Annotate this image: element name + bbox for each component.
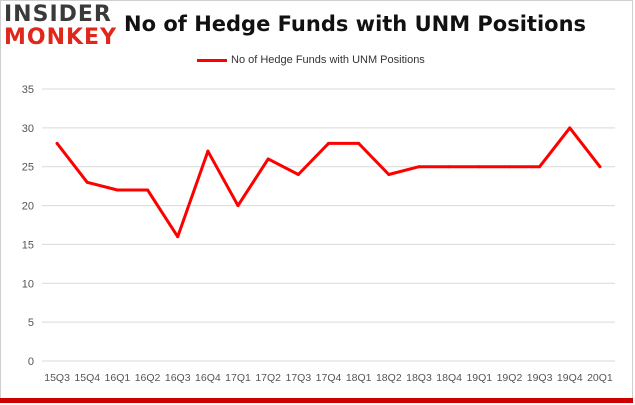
data-point	[538, 165, 542, 169]
legend-line-swatch	[197, 58, 227, 62]
chart-legend: No of Hedge Funds with UNM Positions	[197, 52, 425, 68]
data-point	[477, 165, 481, 169]
x-tick-label: 18Q2	[376, 372, 402, 384]
y-tick-label: 25	[22, 162, 34, 174]
x-tick-label: 18Q4	[436, 372, 462, 384]
logo-text-top: INSIDER	[4, 2, 112, 27]
y-tick-label: 20	[22, 201, 34, 213]
x-tick-label: 20Q1	[587, 372, 613, 384]
data-point	[55, 141, 59, 145]
data-point	[357, 141, 361, 145]
data-point	[236, 204, 240, 208]
data-point	[447, 165, 451, 169]
x-axis-tick-labels: 15Q3 15Q4 16Q1 16Q2 16Q3 16Q4 17Q1 17Q2 17Q3 17Q4…	[44, 372, 613, 384]
y-tick-label: 15	[22, 239, 34, 251]
x-tick-label: 17Q4	[316, 372, 342, 384]
x-tick-label: 19Q2	[497, 372, 523, 384]
x-tick-label: 16Q3	[165, 372, 191, 384]
x-tick-label: 15Q4	[74, 372, 100, 384]
y-tick-label: 5	[28, 317, 34, 329]
data-point	[327, 141, 330, 145]
x-tick-label: 15Q3	[44, 372, 70, 384]
x-tick-label: 18Q3	[406, 372, 432, 384]
data-point	[85, 180, 89, 184]
chart-title: No of Hedge Funds with UNM Positions	[124, 12, 587, 36]
data-point	[176, 235, 180, 239]
data-point	[296, 172, 300, 176]
x-tick-label: 19Q3	[527, 372, 553, 384]
data-point	[146, 188, 150, 192]
legend-label: No of Hedge Funds with UNM Positions	[231, 54, 425, 66]
gridlines	[42, 88, 615, 362]
x-tick-label: 19Q1	[466, 372, 492, 384]
y-axis-tick-labels: 0 5 10 15 20 25 30 35	[22, 84, 34, 368]
data-point	[598, 165, 602, 169]
data-point	[266, 157, 270, 161]
y-tick-label: 35	[22, 84, 34, 96]
y-tick-label: 30	[22, 123, 34, 135]
data-point	[417, 165, 421, 169]
data-point	[387, 172, 391, 176]
x-tick-label: 18Q1	[346, 372, 372, 384]
x-tick-label: 16Q1	[105, 372, 131, 384]
data-point	[507, 165, 511, 169]
x-tick-label: 16Q4	[195, 372, 221, 384]
insider-monkey-logo: INSIDER MONKEY	[4, 2, 118, 54]
bottom-accent-bar	[0, 398, 633, 403]
logo-text-bottom: MONKEY	[4, 25, 118, 50]
data-point	[568, 126, 572, 130]
y-tick-label: 10	[22, 278, 34, 290]
x-tick-label: 17Q3	[285, 372, 311, 384]
data-point	[115, 188, 119, 192]
x-tick-label: 17Q2	[255, 372, 281, 384]
data-point	[206, 149, 210, 153]
x-tick-label: 17Q1	[225, 372, 251, 384]
x-tick-label: 16Q2	[135, 372, 161, 384]
x-tick-label: 19Q4	[557, 372, 583, 384]
series-layer	[55, 126, 602, 239]
y-tick-label: 0	[28, 356, 34, 368]
